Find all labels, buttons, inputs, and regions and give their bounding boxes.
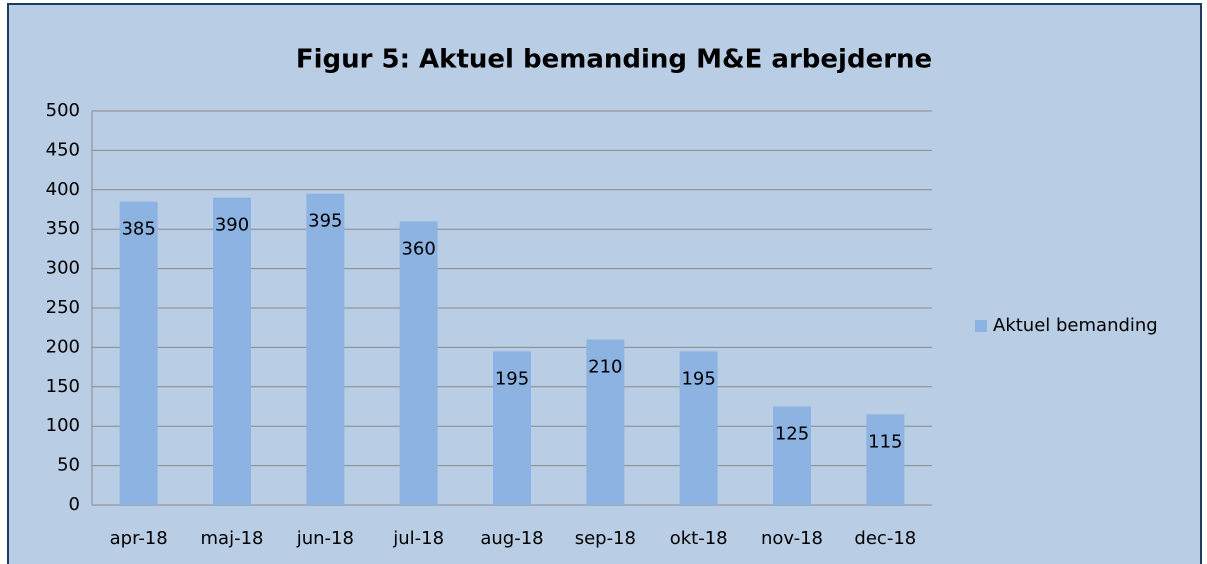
x-tick-label: dec-18 bbox=[854, 528, 916, 549]
x-tick-label: maj-18 bbox=[201, 528, 264, 549]
y-tick-label: 400 bbox=[46, 179, 80, 200]
data-label: 390 bbox=[215, 215, 249, 236]
bar bbox=[213, 197, 251, 505]
x-tick-label: jun-18 bbox=[296, 528, 354, 549]
x-tick-label: sep-18 bbox=[575, 528, 636, 549]
x-tick-label: aug-18 bbox=[480, 528, 543, 549]
data-label: 115 bbox=[868, 431, 902, 452]
x-tick-label: jul-18 bbox=[392, 528, 444, 549]
y-tick-label: 200 bbox=[46, 336, 80, 357]
data-label: 385 bbox=[121, 219, 155, 240]
y-tick-label: 150 bbox=[46, 376, 80, 397]
data-label: 125 bbox=[775, 424, 809, 445]
bar bbox=[399, 221, 438, 505]
bar bbox=[866, 414, 905, 505]
x-tick-label: nov-18 bbox=[761, 528, 823, 549]
data-label: 210 bbox=[588, 357, 622, 378]
bar bbox=[679, 351, 718, 505]
bar bbox=[119, 201, 158, 505]
bar bbox=[306, 193, 345, 506]
data-label: 195 bbox=[495, 368, 529, 389]
bar bbox=[773, 406, 811, 505]
y-tick-label: 250 bbox=[46, 297, 80, 318]
y-tick-label: 500 bbox=[46, 100, 80, 121]
bar bbox=[586, 339, 625, 505]
data-label: 360 bbox=[401, 238, 435, 259]
data-label: 195 bbox=[681, 368, 715, 389]
legend-swatch bbox=[975, 320, 987, 332]
legend-label: Aktuel bemanding bbox=[993, 315, 1158, 336]
x-tick-label: okt-18 bbox=[670, 528, 728, 549]
x-tick-label: apr-18 bbox=[110, 528, 168, 549]
bar bbox=[493, 351, 531, 505]
data-label: 395 bbox=[308, 211, 342, 232]
y-tick-label: 300 bbox=[46, 258, 80, 279]
y-tick-label: 100 bbox=[46, 415, 80, 436]
y-tick-label: 50 bbox=[57, 455, 80, 476]
y-tick-label: 450 bbox=[46, 139, 80, 160]
y-tick-label: 0 bbox=[69, 494, 80, 515]
chart-title: Figur 5: Aktuel bemanding M&E arbejderne bbox=[296, 45, 932, 75]
y-tick-label: 350 bbox=[46, 218, 80, 239]
